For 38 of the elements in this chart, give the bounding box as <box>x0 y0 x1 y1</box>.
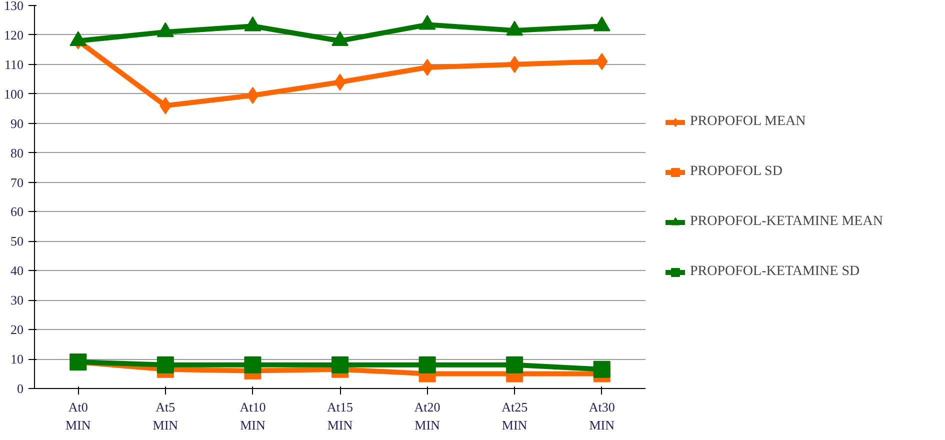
y-tick-label: 60 <box>10 204 24 220</box>
legend-label: PROPOFOL-KETAMINE SD <box>690 264 860 280</box>
y-tick-label: 20 <box>10 322 24 338</box>
y-tick-label: 130 <box>4 0 24 13</box>
y-tick-label: 120 <box>4 27 24 42</box>
point <box>244 356 262 374</box>
point <box>332 31 348 46</box>
legend-label: PROPOFOL SD <box>690 164 782 180</box>
y-tick-label: 10 <box>10 352 24 367</box>
x-tick-label: At5 MIN <box>152 400 179 432</box>
point <box>593 16 610 32</box>
point <box>506 20 524 36</box>
point <box>418 14 436 30</box>
x-tick-label: At30 MIN <box>588 400 616 432</box>
y-tick-label: 50 <box>10 234 24 249</box>
legend-label: PROPOFOL MEAN <box>690 114 806 130</box>
y-tick-label: 0 <box>17 381 24 396</box>
x-tick-label: At20 MIN <box>414 400 441 432</box>
point <box>418 356 436 374</box>
point <box>593 360 610 378</box>
y-tick-label: 80 <box>10 145 24 160</box>
legend-label: PROPOFOL-KETAMINE MEAN <box>690 214 883 230</box>
x-tick-label: At25 MIN <box>502 400 528 432</box>
y-tick-label: 30 <box>10 292 24 308</box>
y-tick-label: 70 <box>10 174 24 190</box>
point <box>156 22 174 38</box>
point <box>332 356 348 374</box>
y-tick-label: 100 <box>4 86 24 102</box>
x-tick-label: At0 MIN <box>66 400 92 432</box>
y-tick-label: 40 <box>10 263 24 278</box>
x-tick-label: At10 MIN <box>240 400 266 432</box>
x-tick-label: At15 MIN <box>327 400 354 432</box>
y-tick-label: 90 <box>10 116 24 131</box>
y-tick-label: 110 <box>4 56 24 72</box>
point <box>70 31 87 46</box>
point <box>506 356 524 374</box>
point <box>244 16 262 32</box>
point <box>156 356 174 374</box>
